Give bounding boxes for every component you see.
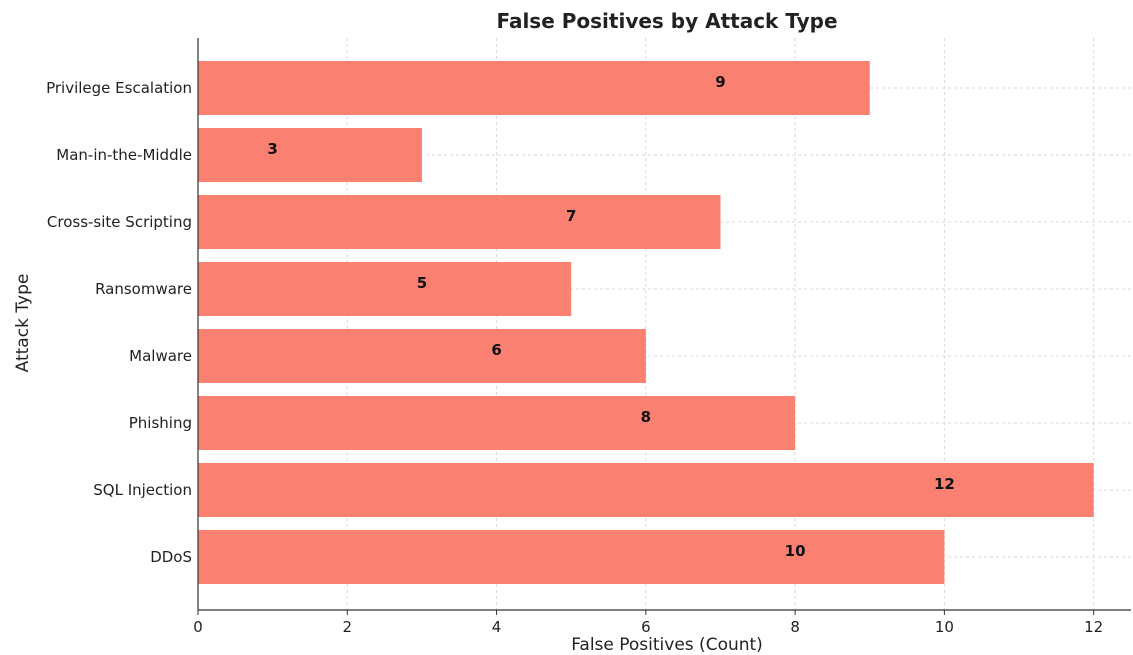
y-tick-label: DDoS xyxy=(150,548,192,566)
bar xyxy=(198,463,1094,517)
bar xyxy=(198,61,870,115)
x-tick-label: 6 xyxy=(641,618,651,636)
x-ticks: 0 2 4 6 8 10 12 xyxy=(193,610,1103,636)
data-label: 9 xyxy=(715,73,725,91)
bar xyxy=(198,128,422,182)
x-tick-label: 2 xyxy=(343,618,353,636)
bar xyxy=(198,530,945,584)
y-tick-label: Cross-site Scripting xyxy=(47,213,192,231)
data-label: 7 xyxy=(566,207,576,225)
data-label: 12 xyxy=(934,475,955,493)
x-tick-label: 0 xyxy=(193,618,203,636)
bars xyxy=(198,61,1094,584)
y-axis-label: Attack Type xyxy=(13,274,33,373)
y-tick-label: Privilege Escalation xyxy=(46,79,192,97)
chart-title: False Positives by Attack Type xyxy=(496,9,837,33)
y-tick-label: SQL Injection xyxy=(93,481,192,499)
bar xyxy=(198,262,572,316)
x-tick-label: 4 xyxy=(492,618,502,636)
data-label: 10 xyxy=(785,542,806,560)
gridlines xyxy=(197,38,1131,610)
y-tick-label: Phishing xyxy=(129,414,192,432)
data-label: 5 xyxy=(417,274,427,292)
bar xyxy=(198,329,646,383)
y-tick-label: Ransomware xyxy=(95,280,192,298)
y-tick-label: Man-in-the-Middle xyxy=(56,146,192,164)
x-tick-label: 12 xyxy=(1084,618,1103,636)
data-label: 8 xyxy=(641,408,651,426)
data-labels: 10 12 8 6 5 7 3 9 xyxy=(267,73,954,560)
bar xyxy=(198,396,796,450)
x-axis-label: False Positives (Count) xyxy=(571,635,763,655)
x-tick-label: 10 xyxy=(935,618,954,636)
y-tick-labels: DDoS SQL Injection Phishing Malware Ransomwa… xyxy=(46,79,192,566)
x-tick-label: 8 xyxy=(790,618,800,636)
y-tick-label: Malware xyxy=(129,347,192,365)
data-label: 3 xyxy=(267,140,277,158)
data-label: 6 xyxy=(491,341,501,359)
bar xyxy=(198,195,721,249)
